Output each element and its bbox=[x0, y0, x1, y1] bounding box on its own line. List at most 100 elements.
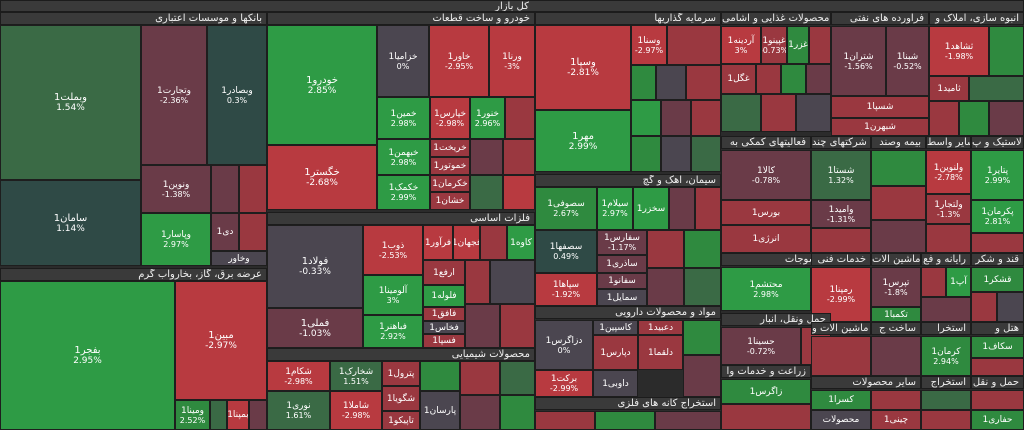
stock-tile[interactable]: حفاری1 bbox=[971, 410, 1024, 430]
stock-tile[interactable] bbox=[211, 165, 239, 213]
stock-tile[interactable] bbox=[959, 101, 989, 136]
stock-tile[interactable]: خکمک1 2.99% bbox=[377, 175, 430, 210]
stock-tile[interactable]: چینی1 bbox=[871, 410, 921, 430]
sector-header[interactable]: سیمان، آهک و گچ bbox=[535, 174, 721, 187]
stock-tile[interactable] bbox=[756, 64, 781, 94]
stock-tile[interactable] bbox=[929, 101, 959, 136]
stock-tile[interactable]: خپارس1 -2.98% bbox=[430, 97, 470, 139]
stock-tile[interactable] bbox=[535, 411, 595, 430]
stock-tile[interactable] bbox=[465, 260, 490, 304]
stock-tile[interactable]: پتایر1 2.99% bbox=[971, 150, 1024, 200]
stock-tile[interactable]: خزامیا1 0% bbox=[377, 25, 429, 97]
stock-tile[interactable]: سمایل1 bbox=[597, 289, 647, 306]
stock-tile[interactable]: دزاگرس1 0% bbox=[535, 320, 593, 370]
stock-tile[interactable]: خکرمان1 bbox=[430, 175, 470, 192]
stock-tile[interactable]: تپرس1 -1.8% bbox=[871, 267, 921, 307]
stock-tile[interactable]: آپ1 bbox=[946, 267, 971, 297]
stock-tile[interactable] bbox=[460, 395, 500, 430]
stock-tile[interactable]: دعبید1 bbox=[638, 320, 683, 335]
stock-tile[interactable] bbox=[505, 97, 535, 139]
stock-tile[interactable]: پترول1 bbox=[382, 361, 420, 386]
stock-tile[interactable]: بفجر1 2.95% bbox=[0, 281, 175, 430]
stock-tile[interactable] bbox=[595, 411, 655, 430]
stock-tile[interactable]: ولتجار1 -1.3% bbox=[926, 194, 971, 224]
stock-tile[interactable] bbox=[631, 100, 661, 136]
stock-tile[interactable]: وبصادر1 0.3% bbox=[207, 25, 267, 165]
stock-tile[interactable] bbox=[971, 358, 1024, 376]
stock-tile[interactable] bbox=[500, 361, 535, 395]
stock-tile[interactable]: فملی1 -1.03% bbox=[267, 308, 363, 348]
stock-tile[interactable]: ولنوین1 -2.78% bbox=[926, 150, 971, 194]
stock-tile[interactable] bbox=[796, 94, 831, 132]
stock-tile[interactable]: وبملت1 1.54% bbox=[0, 25, 141, 180]
stock-tile[interactable] bbox=[971, 233, 1024, 253]
stock-tile[interactable]: کاوه1 bbox=[507, 225, 535, 260]
sector-header[interactable]: فراورده های نفتی bbox=[831, 12, 929, 25]
sector-header[interactable]: ماشین آلات bbox=[871, 253, 921, 266]
stock-tile[interactable] bbox=[661, 100, 691, 136]
stock-tile[interactable] bbox=[921, 297, 971, 322]
stock-tile[interactable] bbox=[871, 150, 926, 186]
stock-tile[interactable] bbox=[921, 267, 946, 297]
sector-header[interactable]: عرضه برق، گاز، بخاروآب گرم bbox=[0, 268, 267, 281]
stock-tile[interactable] bbox=[926, 224, 971, 253]
stock-tile[interactable] bbox=[989, 26, 1024, 76]
stock-tile[interactable] bbox=[647, 268, 684, 306]
sector-header[interactable]: رایانه و فع bbox=[921, 253, 971, 266]
stock-tile[interactable]: زاگرس1 bbox=[721, 379, 811, 404]
stock-tile[interactable] bbox=[631, 65, 656, 100]
stock-tile[interactable]: ذوب1 -2.53% bbox=[363, 225, 423, 275]
stock-tile[interactable]: فخاس1 bbox=[423, 321, 465, 334]
sector-header[interactable]: شرکتهای چند bbox=[811, 136, 871, 149]
stock-tile[interactable] bbox=[989, 101, 1024, 136]
stock-tile[interactable]: فباهنر1 2.92% bbox=[363, 315, 423, 348]
stock-tile[interactable] bbox=[470, 139, 503, 175]
stock-tile[interactable] bbox=[811, 228, 871, 253]
stock-tile[interactable]: شبهرن1 bbox=[831, 118, 929, 136]
stock-tile[interactable] bbox=[721, 94, 761, 132]
stock-tile[interactable] bbox=[210, 400, 227, 430]
stock-tile[interactable]: خبهمن1 2.98% bbox=[377, 139, 430, 175]
stock-tile[interactable] bbox=[470, 175, 503, 210]
stock-tile[interactable] bbox=[465, 304, 500, 348]
stock-tile[interactable]: شخارک1 1.51% bbox=[330, 361, 382, 391]
sector-header[interactable]: استخراج bbox=[921, 376, 971, 389]
stock-tile[interactable] bbox=[806, 64, 831, 94]
stock-tile[interactable] bbox=[809, 26, 831, 64]
stock-tile[interactable] bbox=[871, 336, 921, 376]
stock-tile[interactable]: کرمان1 2.94% bbox=[921, 336, 971, 376]
sector-header[interactable]: خودرو و ساخت قطعات bbox=[267, 12, 535, 25]
sector-header[interactable]: لاستیک و پ bbox=[971, 136, 1024, 149]
stock-tile[interactable]: خگستر1 -2.68% bbox=[267, 145, 377, 210]
stock-tile[interactable] bbox=[669, 187, 695, 230]
stock-tile[interactable] bbox=[239, 165, 267, 213]
stock-tile[interactable]: آلومینا1 3% bbox=[363, 275, 423, 315]
stock-tile[interactable] bbox=[683, 320, 721, 355]
stock-tile[interactable]: وتجارت1 -2.36% bbox=[141, 25, 207, 165]
stock-tile[interactable]: قشکر1 bbox=[971, 267, 1024, 292]
stock-tile[interactable]: خودرو1 2.85% bbox=[267, 25, 377, 145]
stock-tile[interactable]: دپارس1 bbox=[593, 335, 638, 370]
stock-tile[interactable]: غگل1 bbox=[721, 64, 756, 94]
stock-tile[interactable]: ساذری1 bbox=[597, 255, 647, 273]
stock-tile[interactable]: ونوین1 -1.38% bbox=[141, 165, 211, 213]
stock-tile[interactable]: انرژی1 bbox=[721, 225, 811, 253]
stock-tile[interactable]: وپاسار1 2.97% bbox=[141, 213, 211, 266]
stock-tile[interactable] bbox=[871, 186, 926, 220]
stock-tile[interactable] bbox=[239, 213, 267, 251]
stock-tile[interactable] bbox=[871, 390, 921, 410]
sector-header[interactable]: بانکها و موسسات اعتباری bbox=[0, 12, 267, 25]
stock-tile[interactable] bbox=[655, 411, 721, 430]
stock-tile[interactable]: سپاها1 -1.92% bbox=[535, 273, 597, 306]
stock-tile[interactable]: شکام1 -2.98% bbox=[267, 361, 330, 391]
stock-tile[interactable]: فافق1 bbox=[423, 307, 465, 321]
stock-tile[interactable]: برکت1 -2.99% bbox=[535, 370, 593, 397]
stock-tile[interactable] bbox=[656, 65, 686, 100]
sector-header[interactable]: محصولات شیمیایی bbox=[267, 348, 535, 361]
stock-tile[interactable]: فجهان1 bbox=[453, 225, 480, 260]
stock-tile[interactable] bbox=[503, 139, 535, 175]
stock-tile[interactable]: فولاد1 -0.33% bbox=[267, 225, 363, 308]
sector-header[interactable]: قند و شکر bbox=[971, 253, 1024, 266]
stock-tile[interactable]: محتشم1 2.98% bbox=[721, 267, 811, 311]
stock-tile[interactable]: رمپنا1 -2.99% bbox=[811, 267, 871, 322]
